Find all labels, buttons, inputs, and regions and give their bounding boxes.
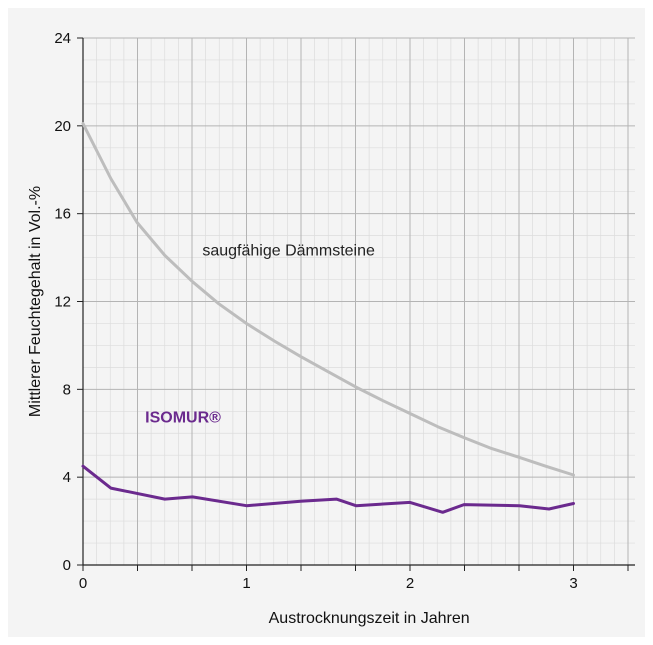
series-line-daemmsteine [81,122,575,477]
major-grid [82,37,635,566]
x-tick-label: 0 [79,575,87,592]
chart-panel: 0 4 8 12 16 20 24 0 1 2 3 saugfähige Dämmsteine ISO… [8,8,645,637]
y-tick-label: 12 [54,294,71,311]
x-axis-label: Austrocknungszeit in Jahren [269,610,470,627]
series-label-daemmsteine: saugfähige Dämmsteine [202,242,375,259]
y-tick-label: 4 [63,469,71,486]
y-tick-label: 8 [63,381,71,398]
x-tick-label: 3 [569,575,577,592]
series-line-isomur [81,464,575,514]
y-tick-label: 24 [54,30,71,47]
y-tick-label: 20 [54,118,71,135]
x-tick-label: 2 [406,575,414,592]
y-axis-label: Mittlerer Feuchtegehalt in Vol.-% [27,186,44,417]
x-tick-label: 1 [242,575,250,592]
series-label-isomur: ISOMUR® [145,409,221,426]
series-labels: saugfähige Dämmsteine ISOMUR® [145,242,375,426]
series-lines [81,122,575,514]
y-tick-label: 16 [54,206,71,223]
y-tick-label: 0 [63,557,71,574]
